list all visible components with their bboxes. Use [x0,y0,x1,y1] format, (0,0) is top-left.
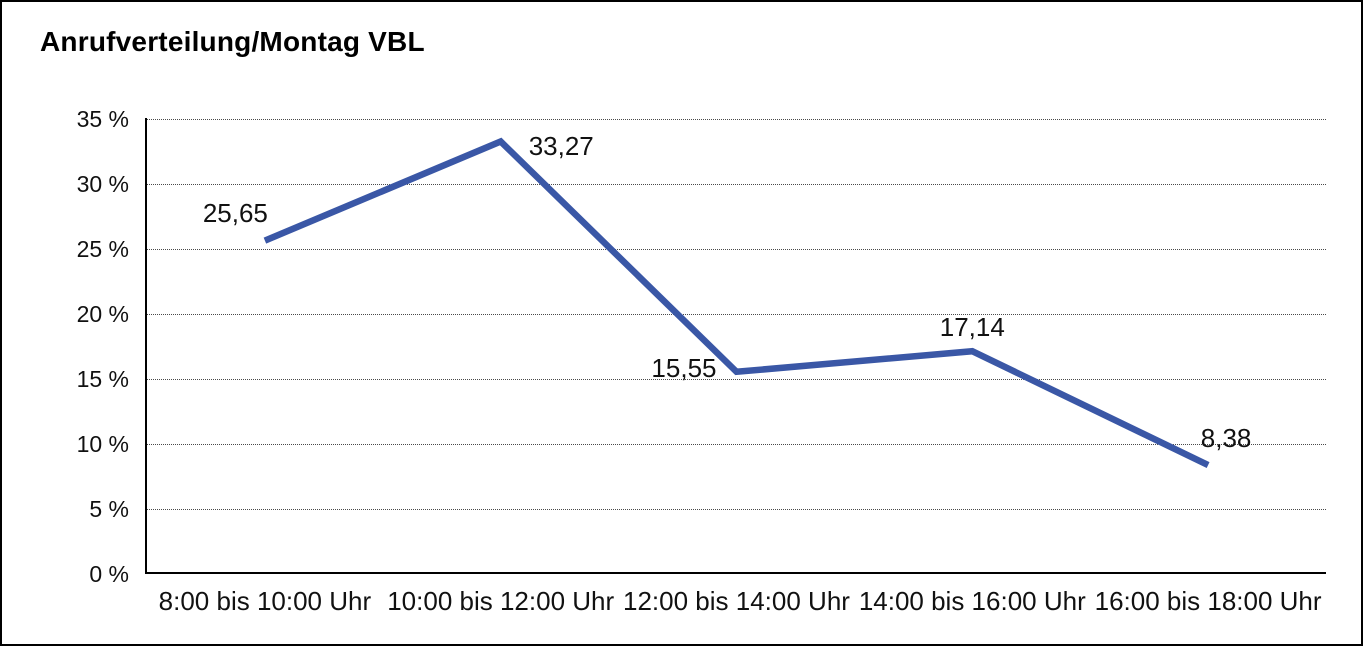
y-axis-line [145,118,147,574]
data-point-label-2: 15,55 [651,352,717,383]
gridline-10 [147,444,1326,445]
x-tick-label-1: 10:00 bis 12:00 Uhr [387,586,615,616]
x-tick-label-4: 16:00 bis 18:00 Uhr [1094,586,1322,616]
y-tick-label-5: 5 % [89,496,129,522]
chart-title: Anrufverteilung/Montag VBL [40,26,425,57]
data-point-label-3: 17,14 [939,312,1005,343]
y-tick-label-10: 10 % [76,431,129,457]
gridline-15 [147,379,1326,380]
x-axis-tick-labels: 8:00 bis 10:00 Uhr 10:00 bis 12:00 Uhr 12:… [147,586,1326,620]
x-axis-line [145,572,1326,574]
data-point-label-4: 8,38 [1200,423,1252,454]
gridline-25 [147,249,1326,250]
gridline-30 [147,184,1326,185]
y-tick-label-20: 20 % [76,301,129,327]
data-line [263,137,1210,469]
gridline-5 [147,509,1326,510]
x-tick-label-2: 12:00 bis 14:00 Uhr [623,586,850,616]
gridline-20 [147,314,1326,315]
x-tick-label-3: 14:00 bis 16:00 Uhr [858,586,1086,616]
plot-area: 25,65 33,27 15,55 17,14 8,38 [147,119,1326,574]
data-line-chart [263,137,1210,469]
y-tick-label-25: 25 % [76,236,129,262]
gridline-35 [147,119,1326,120]
y-tick-label-15: 15 % [76,366,129,392]
data-point-label-1: 33,27 [528,131,594,162]
y-tick-label-0: 0 % [89,561,129,587]
data-point-label-0: 25,65 [202,197,268,228]
y-axis-tick-labels: 35 % 30 % 25 % 20 % 15 % 10 % 5 % 0 % [2,2,129,644]
y-tick-label-30: 30 % [76,171,129,197]
y-tick-label-35: 35 % [76,106,129,132]
x-tick-label-0: 8:00 bis 10:00 Uhr [158,586,372,616]
